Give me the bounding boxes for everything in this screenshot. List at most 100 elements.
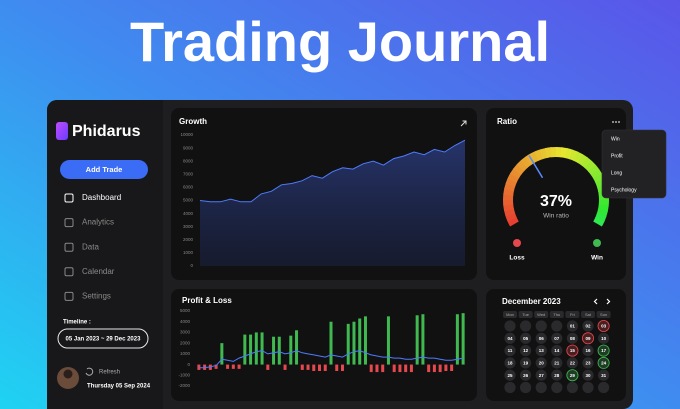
day[interactable]: 24 [601,360,607,365]
day[interactable]: 19 [523,360,529,365]
next-month[interactable] [606,298,611,305]
nav-icon[interactable] [64,242,74,252]
day-cell[interactable] [598,369,610,381]
nav-icon[interactable] [64,267,74,277]
timeline-pill[interactable] [57,328,149,349]
day-cell[interactable] [520,345,532,357]
day[interactable]: 22 [570,360,576,365]
day[interactable]: 13 [539,348,545,353]
prev-month[interactable] [593,298,598,305]
day-cell[interactable] [582,345,594,357]
refresh-icon[interactable] [85,367,94,376]
day-cell[interactable] [597,356,610,369]
nav-icon[interactable] [64,193,74,203]
ratio-value: 37% [540,193,572,210]
day[interactable]: 01 [570,324,576,329]
add-trade-label[interactable]: Add Trade [86,165,123,174]
y-tick-label: 4000 [183,211,194,216]
day[interactable]: 08 [570,336,576,341]
day-cell[interactable] [551,345,563,357]
day-cell[interactable] [597,319,610,332]
day[interactable]: 05 [523,336,529,341]
day[interactable]: 21 [554,360,560,365]
add-trade-button[interactable] [60,160,148,179]
day[interactable]: 28 [554,373,560,378]
day-cell[interactable] [504,357,516,369]
day[interactable]: 31 [601,373,607,378]
day-cell[interactable] [551,332,563,344]
day[interactable]: 26 [523,373,529,378]
day[interactable]: 23 [585,360,591,365]
day[interactable]: 15 [570,348,576,353]
day-cell[interactable] [520,357,532,369]
day[interactable]: 09 [585,336,591,341]
day-cell[interactable] [520,369,532,381]
day-cell[interactable] [566,332,579,344]
day-cell[interactable] [582,369,594,381]
day-cell[interactable] [566,381,579,394]
day[interactable]: 06 [539,336,545,341]
refresh[interactable]: Refresh [99,370,120,376]
nav-item[interactable]: Calendar [82,267,115,276]
day[interactable]: 12 [523,348,529,353]
day-cell[interactable] [535,381,547,394]
nav-item[interactable]: Data [82,242,99,251]
day[interactable]: 25 [507,373,513,378]
menu-item[interactable]: Profit [611,153,623,159]
day-cell[interactable] [582,332,595,345]
day[interactable]: 07 [554,336,560,341]
nav-icon[interactable] [64,218,74,228]
day[interactable]: 20 [539,360,545,365]
menu-item[interactable]: Long [611,170,622,176]
day-cell[interactable] [582,320,594,332]
day[interactable]: 02 [585,324,591,329]
day[interactable]: 16 [585,348,591,353]
day-cell[interactable] [551,381,563,394]
day-cell[interactable] [598,332,610,344]
day-cell[interactable] [535,369,547,381]
menu-item[interactable]: Psychology [611,187,637,193]
nav-item[interactable]: Analytics [82,218,114,227]
day[interactable]: 30 [585,373,591,378]
day-cell[interactable] [504,381,516,394]
day-cell[interactable] [504,369,516,381]
timeline-range[interactable]: 05 Jan 2023 ~ 29 Dec 2023 [66,337,142,343]
day-cell[interactable] [535,320,547,332]
day-cell[interactable] [582,381,594,394]
nav-item[interactable]: Settings [82,292,111,301]
day-cell[interactable] [520,381,532,394]
day-cell[interactable] [504,332,516,344]
day-cell[interactable] [551,320,563,332]
day-cell[interactable] [566,369,579,382]
day[interactable]: 04 [507,336,513,341]
day-cell[interactable] [566,344,579,357]
day[interactable]: 17 [601,348,607,353]
nav-item[interactable]: Dashboard [82,193,121,202]
day-cell[interactable] [598,381,610,394]
day-cell[interactable] [504,320,516,332]
day[interactable]: 27 [539,373,545,378]
day-cell[interactable] [597,344,610,357]
day-cell[interactable] [566,320,579,332]
day-cell[interactable] [535,345,547,357]
day-cell[interactable] [582,357,594,369]
day[interactable]: 29 [570,373,576,378]
day-cell[interactable] [535,357,547,369]
day-cell[interactable] [520,332,532,344]
expand-icon[interactable] [460,120,467,127]
day[interactable]: 10 [601,336,607,341]
day[interactable]: 03 [601,324,607,329]
day-cell[interactable] [551,369,563,381]
day[interactable]: 14 [554,348,560,353]
day[interactable]: 18 [507,360,513,365]
day-cell[interactable] [504,345,516,357]
day-cell[interactable] [520,320,532,332]
menu-dots[interactable] [612,121,620,123]
day-cell[interactable] [566,357,579,369]
day-cell[interactable] [535,332,547,344]
day-cell[interactable] [551,357,563,369]
menu-item[interactable]: Win [611,136,620,142]
ratio-caption: Win ratio [543,213,569,220]
nav-icon[interactable] [64,291,74,301]
day[interactable]: 11 [508,348,513,353]
